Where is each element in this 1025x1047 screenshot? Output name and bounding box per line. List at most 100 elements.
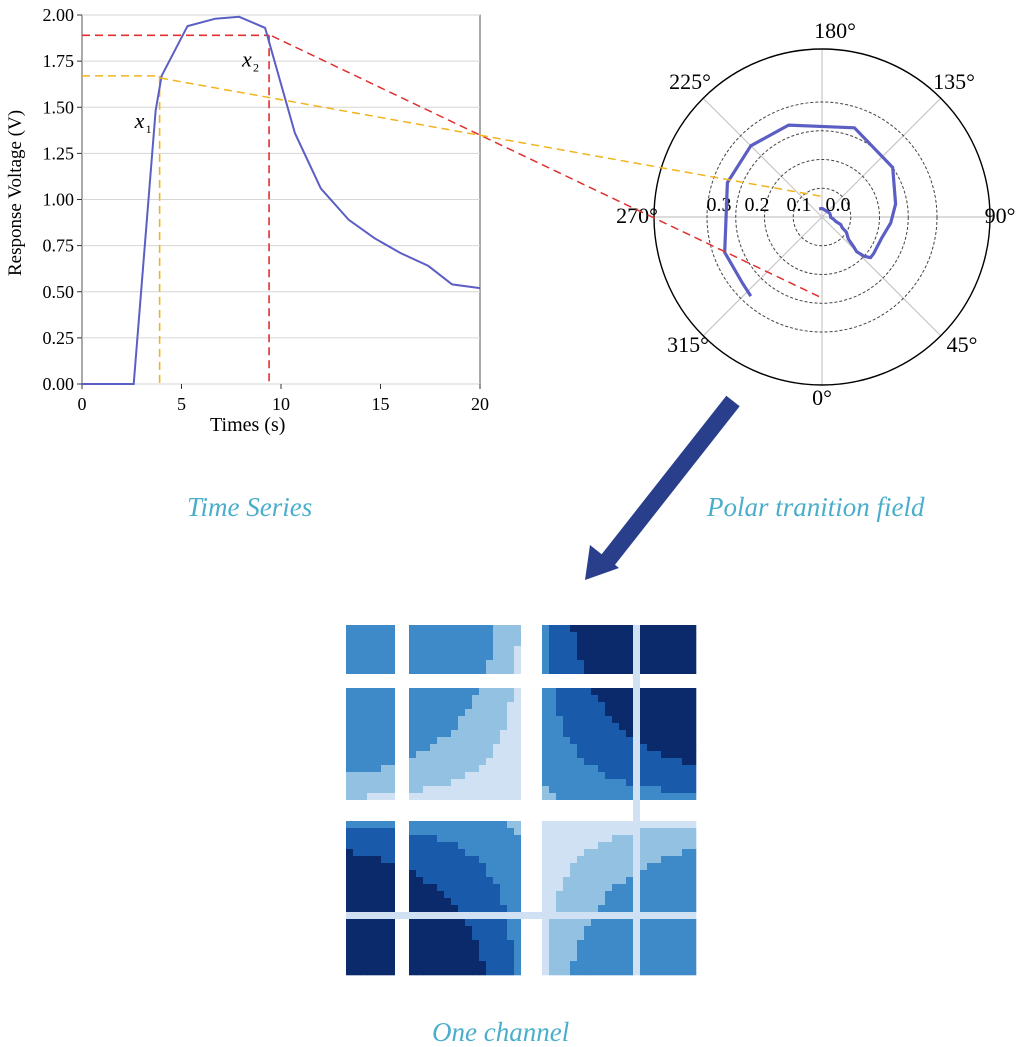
heatmap-cell	[619, 912, 627, 920]
heatmap-cell	[584, 765, 592, 773]
heatmap-cell	[402, 961, 410, 969]
heatmap-cell	[388, 681, 396, 689]
heatmap-cell	[353, 709, 361, 717]
heatmap-cell	[472, 947, 480, 955]
heatmap-cell	[647, 919, 655, 927]
heatmap-cell	[542, 674, 550, 682]
heatmap-cell	[500, 793, 508, 801]
heatmap-cell	[549, 884, 557, 892]
heatmap-cell	[458, 926, 466, 934]
heatmap-cell	[486, 702, 494, 710]
heatmap-cell	[640, 744, 648, 752]
heatmap-cell	[500, 807, 508, 815]
heatmap-cell	[472, 884, 480, 892]
heatmap-cell	[472, 723, 480, 731]
heatmap-cell	[493, 632, 501, 640]
heatmap-cell	[570, 954, 578, 962]
heatmap-cell	[367, 821, 375, 829]
heatmap-cell	[521, 737, 529, 745]
heatmap-cell	[675, 870, 683, 878]
heatmap-cell	[521, 639, 529, 647]
heatmap-cell	[584, 674, 592, 682]
heatmap-cell	[598, 807, 606, 815]
heatmap-cell	[388, 786, 396, 794]
heatmap-cell	[409, 842, 417, 850]
heatmap-cell	[402, 660, 410, 668]
heatmap-cell	[549, 891, 557, 899]
heatmap-cell	[605, 863, 613, 871]
heatmap-cell	[689, 807, 697, 815]
heatmap-cell	[486, 912, 494, 920]
heatmap-cell	[633, 828, 641, 836]
heatmap-cell	[661, 891, 669, 899]
heatmap-cell	[374, 898, 382, 906]
heatmap-cell	[381, 968, 389, 976]
heatmap-cell	[647, 884, 655, 892]
heatmap-cell	[353, 870, 361, 878]
heatmap-cell	[409, 912, 417, 920]
heatmap-cell	[360, 828, 368, 836]
heatmap-cell	[675, 933, 683, 941]
heatmap-cell	[360, 793, 368, 801]
heatmap-cell	[689, 779, 697, 787]
heatmap-cell	[381, 667, 389, 675]
heatmap-cell	[535, 835, 543, 843]
heatmap-cell	[654, 912, 662, 920]
heatmap-cell	[353, 660, 361, 668]
heatmap-cell	[479, 779, 487, 787]
heatmap-cell	[472, 688, 480, 696]
heatmap-cell	[654, 877, 662, 885]
heatmap-cell	[591, 702, 599, 710]
heatmap-cell	[556, 744, 564, 752]
heatmap-cell	[374, 660, 382, 668]
heatmap-cell	[507, 653, 515, 661]
heatmap-cell	[591, 779, 599, 787]
heatmap-cell	[521, 667, 529, 675]
heatmap-cell	[528, 814, 536, 822]
heatmap-cell	[605, 905, 613, 913]
heatmap-cell	[402, 625, 410, 633]
heatmap-cell	[661, 793, 669, 801]
heatmap-cell	[549, 639, 557, 647]
arrow-shaft	[597, 395, 740, 571]
heatmap-cell	[689, 723, 697, 731]
heatmap-cell	[584, 933, 592, 941]
heatmap-cell	[612, 625, 620, 633]
heatmap-cell	[402, 639, 410, 647]
heatmap-cell	[521, 695, 529, 703]
heatmap-cell	[647, 674, 655, 682]
heatmap-cell	[535, 821, 543, 829]
heatmap-cell	[395, 702, 403, 710]
heatmap-cell	[633, 765, 641, 773]
heatmap-cell	[353, 828, 361, 836]
heatmap-cell	[465, 730, 473, 738]
heatmap-cell	[633, 961, 641, 969]
heatmap-cell	[661, 849, 669, 857]
heatmap-cell	[353, 681, 361, 689]
heatmap-cell	[409, 625, 417, 633]
heatmap-cell	[507, 695, 515, 703]
ts-series-line	[82, 15, 481, 385]
heatmap-cell	[514, 737, 522, 745]
heatmap-cell	[612, 933, 620, 941]
heatmap-cell	[451, 800, 459, 808]
heatmap-cell	[472, 898, 480, 906]
heatmap-cell	[381, 919, 389, 927]
heatmap-cell	[458, 723, 466, 731]
heatmap-cell	[521, 744, 529, 752]
heatmap-cell	[668, 730, 676, 738]
heatmap-cell	[682, 730, 690, 738]
heatmap-cell	[479, 716, 487, 724]
heatmap-cell	[591, 870, 599, 878]
heatmap-cell	[563, 716, 571, 724]
ts-y-tick-label: 2.00	[43, 5, 75, 25]
heatmap-cell	[626, 751, 634, 759]
heatmap-cell	[654, 961, 662, 969]
heatmap-cell	[451, 737, 459, 745]
heatmap-cell	[458, 947, 466, 955]
heatmap-cell	[381, 877, 389, 885]
heatmap-cell	[493, 968, 501, 976]
heatmap-cell	[360, 870, 368, 878]
heatmap-cell	[479, 681, 487, 689]
